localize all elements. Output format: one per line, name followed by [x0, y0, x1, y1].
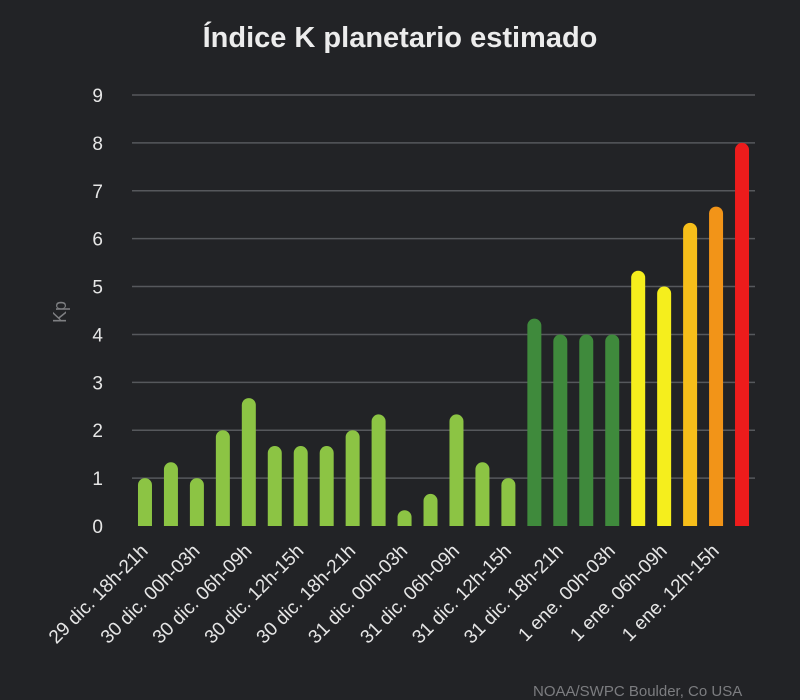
bar — [293, 446, 308, 526]
bar — [137, 478, 152, 526]
bar — [423, 493, 438, 526]
bar — [683, 222, 698, 526]
chart-title: Índice K planetario estimado — [202, 22, 598, 54]
y-tick-labels: 0 1 2 3 4 5 6 7 8 9 — [92, 86, 103, 538]
y-tick-label: 9 — [92, 86, 103, 107]
bar — [527, 318, 542, 526]
bars — [137, 142, 750, 526]
bar — [735, 142, 750, 526]
bar — [189, 478, 204, 526]
bar — [709, 206, 724, 526]
x-tick-label: 1 ene. 12h-15h — [618, 541, 723, 646]
bar — [163, 462, 178, 526]
bar — [345, 430, 360, 526]
bar — [319, 446, 334, 526]
bar — [449, 414, 464, 526]
y-axis-label: Kp — [50, 301, 70, 323]
gridlines — [132, 94, 755, 479]
bar — [267, 446, 282, 526]
source-credit: NOAA/SWPC Boulder, Co USA — [533, 683, 743, 700]
bar — [501, 478, 516, 526]
bar — [657, 286, 672, 526]
y-tick-label: 8 — [92, 134, 103, 155]
y-tick-label: 2 — [92, 421, 103, 442]
bar — [631, 270, 646, 526]
bar — [215, 430, 230, 526]
bar — [579, 334, 594, 526]
y-tick-label: 1 — [92, 469, 103, 490]
y-tick-label: 4 — [92, 325, 103, 346]
y-tick-label: 5 — [92, 278, 103, 299]
y-tick-label: 0 — [92, 517, 103, 538]
y-tick-label: 7 — [92, 182, 103, 203]
y-tick-label: 3 — [92, 373, 103, 394]
bar — [475, 462, 490, 526]
bar — [241, 398, 256, 526]
bar — [553, 334, 568, 526]
y-tick-label: 6 — [92, 230, 103, 251]
bar — [605, 334, 620, 526]
bar — [397, 510, 412, 526]
bar — [371, 414, 386, 526]
